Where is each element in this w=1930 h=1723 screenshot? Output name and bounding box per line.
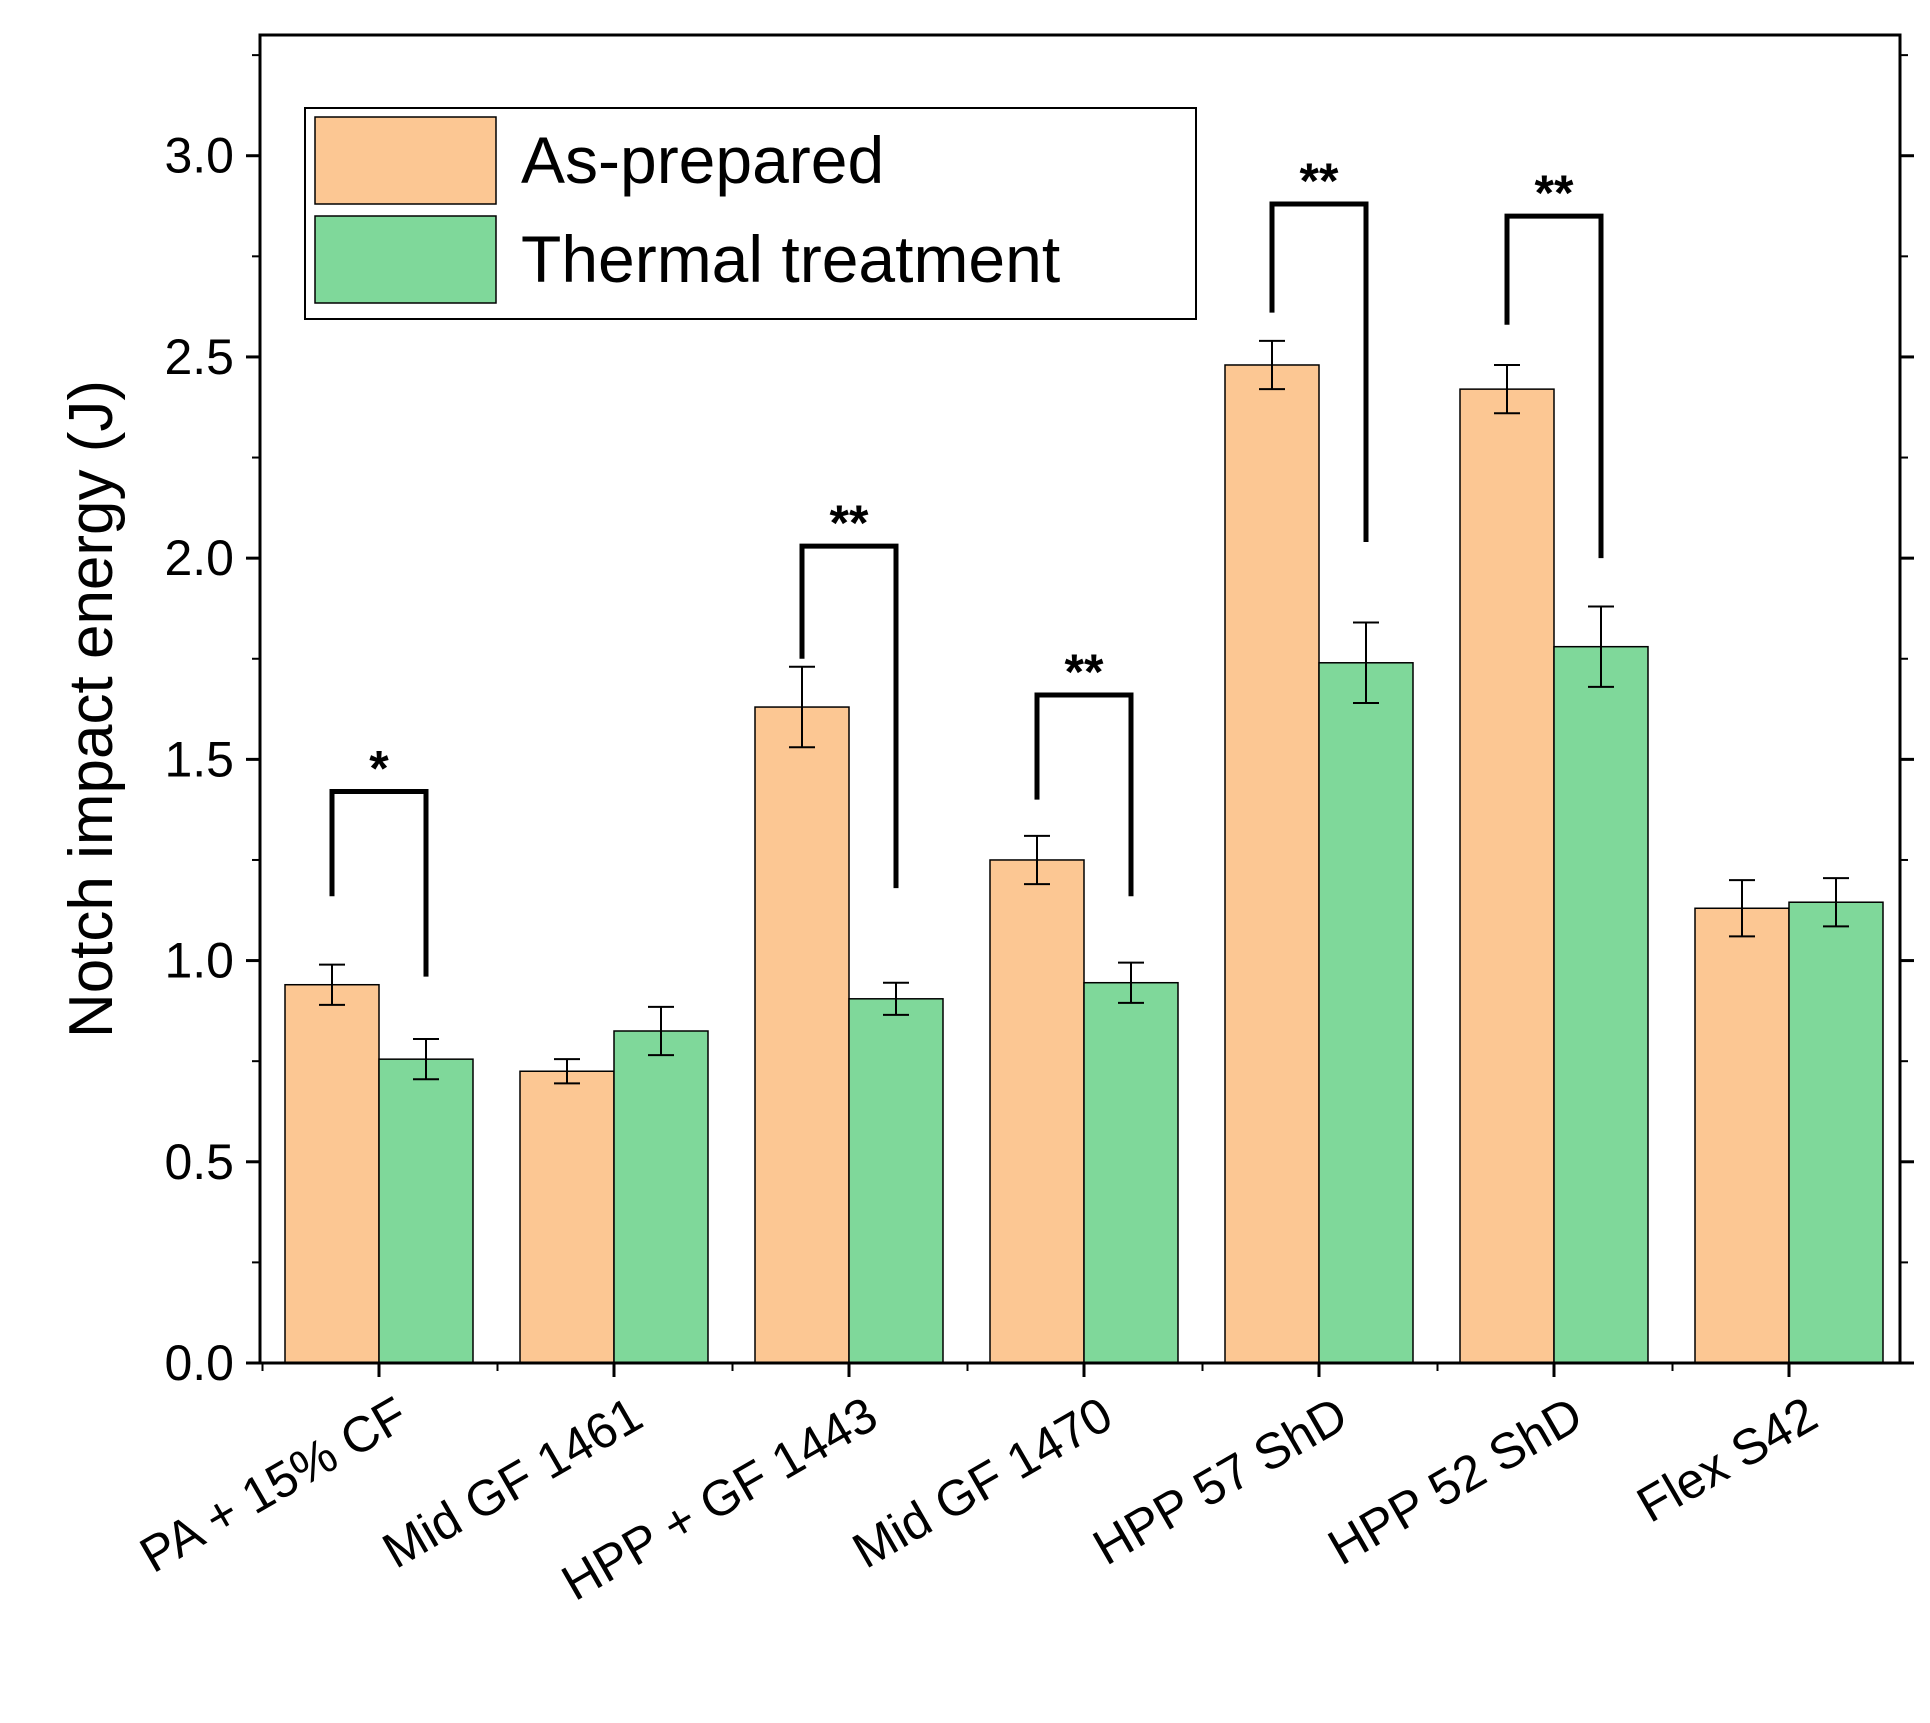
significance-bracket — [799, 543, 899, 889]
legend: As-prepared Thermal treatment — [304, 107, 1197, 320]
y-axis-title: Notch impact energy (J) — [57, 380, 126, 1038]
y-tick-label: 1.0 — [164, 933, 234, 989]
x-category-label: HPP 52 ShD — [1319, 1386, 1592, 1576]
significance-bracket — [329, 789, 429, 977]
bar-as-prepared — [1694, 907, 1790, 1364]
y-tick-label: 2.5 — [164, 329, 234, 385]
x-category-label: Mid GF 1470 — [843, 1386, 1121, 1579]
bar-thermal-treatment — [378, 1058, 474, 1364]
bar-thermal-treatment — [1788, 901, 1884, 1364]
significance-label: ** — [1300, 153, 1339, 209]
bar-thermal-treatment — [1083, 981, 1179, 1364]
significance-label: ** — [1535, 165, 1574, 221]
bar-thermal-treatment — [848, 998, 944, 1364]
bar-as-prepared — [754, 706, 850, 1364]
bar-as-prepared — [1459, 388, 1555, 1364]
legend-swatch — [314, 215, 497, 304]
bar-as-prepared — [519, 1070, 615, 1364]
y-tick-label: 1.5 — [164, 731, 234, 787]
error-bars-layer — [319, 339, 1849, 1085]
x-category-label: HPP 57 ShD — [1084, 1386, 1357, 1576]
bar-as-prepared — [1224, 364, 1320, 1364]
legend-swatch — [314, 116, 497, 205]
legend-label: Thermal treatment — [521, 222, 1060, 296]
significance-bracket — [1034, 692, 1134, 897]
significance-bracket — [1504, 213, 1604, 559]
bar-thermal-treatment — [1318, 662, 1414, 1364]
significance-label: ** — [1065, 644, 1104, 700]
x-category-label: PA + 15% CF — [131, 1386, 417, 1583]
plot-frame — [258, 33, 1902, 1365]
significance-bracket — [1269, 201, 1369, 543]
bar-as-prepared — [989, 859, 1085, 1364]
y-tick-label: 0.0 — [164, 1335, 234, 1391]
x-category-label: Flex S42 — [1628, 1386, 1827, 1533]
y-tick-label: 3.0 — [164, 128, 234, 184]
significance-label: * — [369, 741, 389, 797]
bar-as-prepared — [284, 983, 380, 1364]
significance-brackets: ******* ** — [329, 153, 1604, 977]
bar-thermal-treatment — [1553, 645, 1649, 1364]
legend-label: As-prepared — [521, 123, 884, 197]
y-tick-label: 0.5 — [164, 1134, 234, 1190]
bar-thermal-treatment — [613, 1030, 709, 1364]
significance-label: ** — [830, 495, 869, 551]
bars-layer — [284, 364, 1884, 1364]
y-tick-label: 2.0 — [164, 530, 234, 586]
